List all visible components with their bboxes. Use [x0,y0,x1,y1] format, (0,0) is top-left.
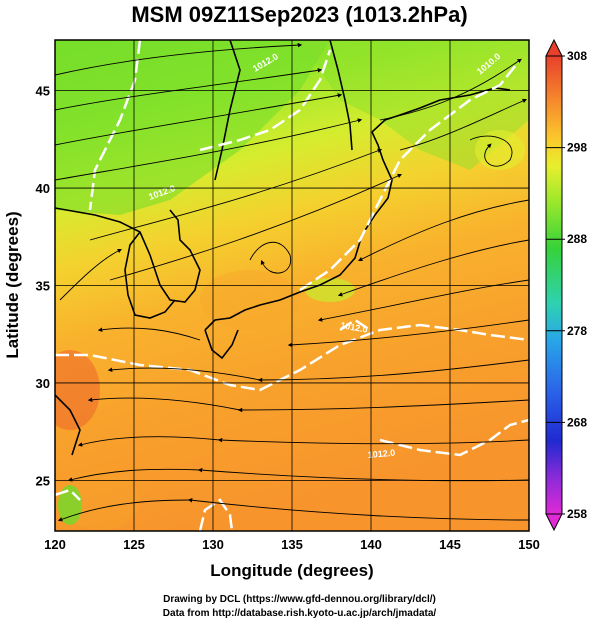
colorbar-tick-label: 298 [567,141,587,155]
colorbar-tick-label: 258 [567,507,587,521]
credit-drawing: Drawing by DCL (https://www.gfd-dennou.o… [163,594,436,605]
y-tick-label: 25 [36,473,50,488]
colorbar-tick-label: 278 [567,324,587,338]
contour-label: 1012.0 [367,448,395,460]
y-tick-label: 45 [36,84,50,99]
y-tick-label: 30 [36,376,50,391]
x-tick-label: 120 [44,537,66,552]
x-tick-label: 135 [281,537,303,552]
colorbar-bottom-arrow [545,513,563,532]
y-axis-label: Latitude (degrees) [3,211,22,358]
coastlines [55,40,511,456]
colorbar: 308 298 288 278 268 258 [545,38,587,532]
colorbar-tick-label: 288 [567,232,587,246]
colorbar-tick-label: 308 [567,49,587,63]
contours [55,40,529,531]
streamlines [55,42,529,522]
credits: Drawing by DCL (https://www.gfd-dennou.o… [0,593,599,621]
map-title: MSM 09Z11Sep2023 (1013.2hPa) [131,2,468,27]
credit-data: Data from http://database.rish.kyoto-u.a… [162,608,437,619]
map-grid [55,40,529,531]
x-tick-label: 145 [439,537,461,552]
plot-frame [54,39,530,532]
x-axis-label: Longitude (degrees) [210,561,373,580]
contour-label: 1012.0 [340,320,369,335]
y-tick-label: 40 [36,181,50,196]
colorbar-tick-label: 268 [567,415,587,429]
x-tick-label: 150 [518,537,540,552]
colorbar-top-arrow [545,38,563,57]
x-tick-label: 125 [123,537,145,552]
x-tick-labels: 120 125 130 135 140 145 150 [44,537,540,552]
y-tick-labels: 25 30 35 40 45 [36,84,50,489]
x-tick-label: 130 [202,537,224,552]
x-tick-label: 140 [360,537,382,552]
y-tick-label: 35 [36,279,50,294]
